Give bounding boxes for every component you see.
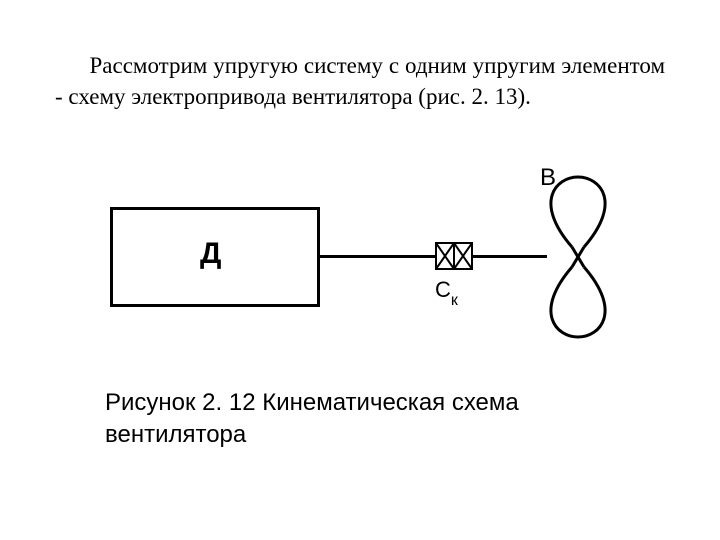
shaft-right (472, 255, 547, 258)
shaft-left (320, 255, 435, 258)
motor-label: Д (200, 237, 221, 271)
fan-icon (538, 172, 618, 342)
coupling-icon (435, 242, 473, 270)
figure-caption: Рисунок 2. 12 Кинематическая схема венти… (105, 387, 615, 452)
kinematic-diagram: Д Cк В (80, 152, 640, 352)
fan-label: В (540, 164, 556, 192)
coupling-label: Cк (435, 277, 458, 307)
intro-paragraph: Рассмотрим упругую систему с одним упруг… (55, 50, 665, 112)
